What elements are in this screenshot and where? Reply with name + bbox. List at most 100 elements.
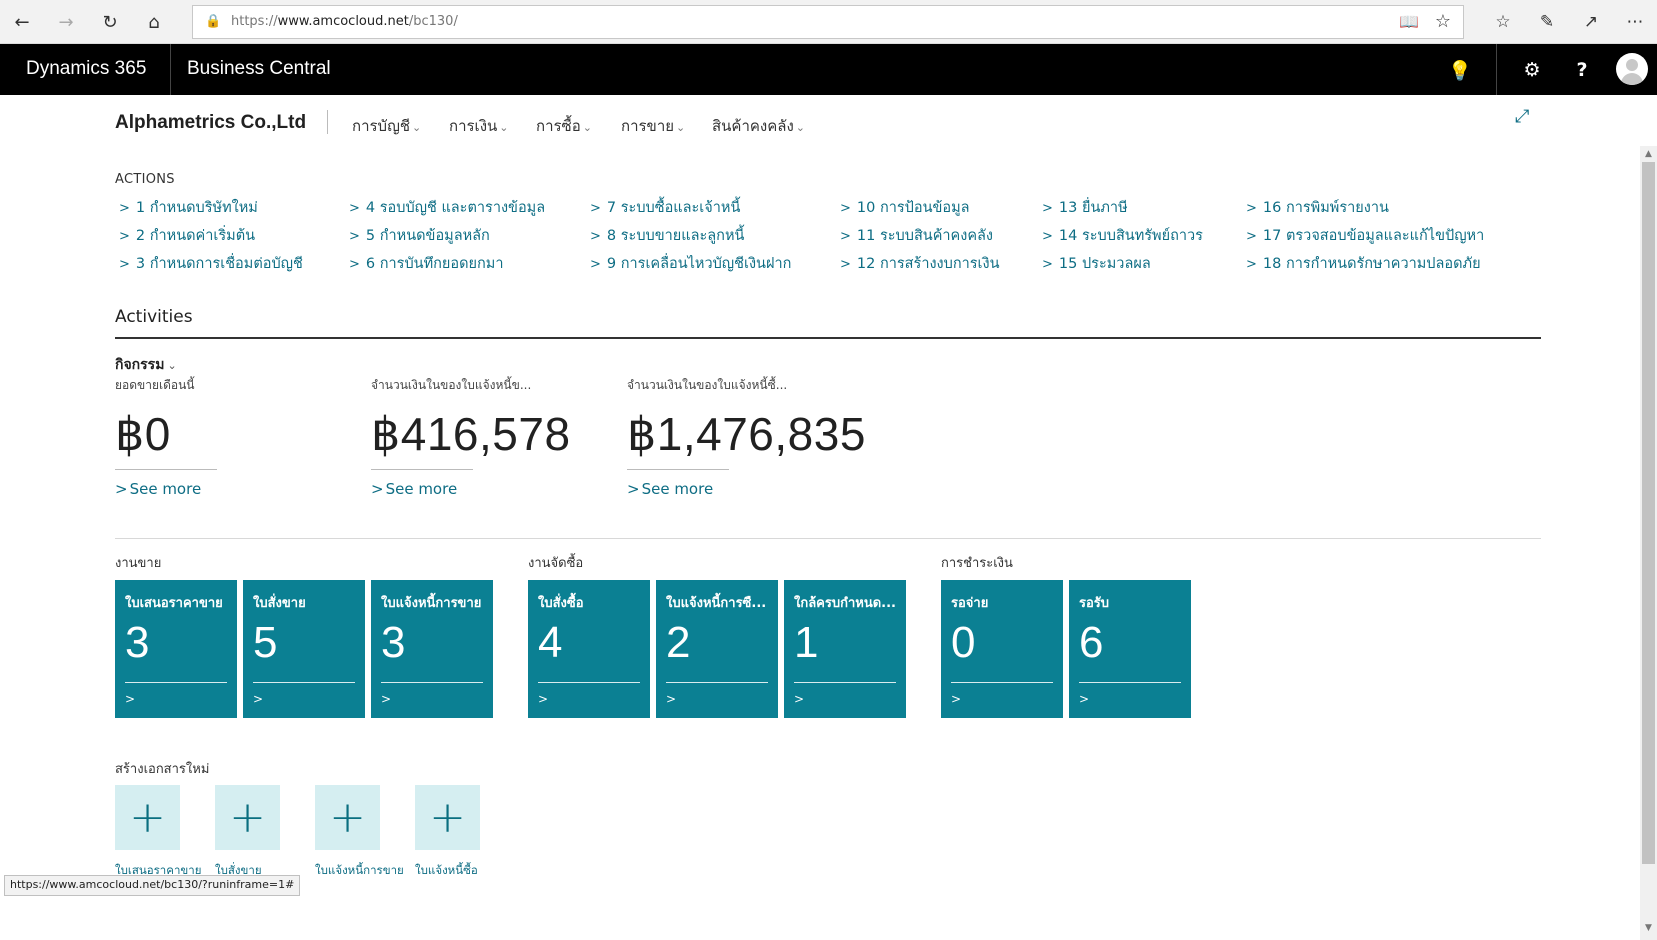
cue-value[interactable]: ฿416,578 <box>371 408 571 460</box>
pen-icon[interactable]: ✎ <box>1539 12 1555 32</box>
menu-sales[interactable]: การขาย ⌄ <box>621 114 685 138</box>
expand-icon[interactable]: ⤢ <box>1515 106 1530 127</box>
tile-sales-quotes[interactable]: ใบเสนอราคาขาย 3 > <box>115 580 237 718</box>
menu-finance[interactable]: การเงิน ⌄ <box>449 114 509 138</box>
chevron-right-icon: > <box>538 692 549 706</box>
cue-value[interactable]: ฿1,476,835 <box>627 408 866 460</box>
chevron-down-icon: ⌄ <box>582 121 592 134</box>
action-link[interactable]: >2 กำหนดค่าเริ่มต้น <box>119 224 255 247</box>
menu-purchase[interactable]: การซื้อ ⌄ <box>536 114 592 138</box>
new-sales-order-button[interactable]: + <box>215 785 280 850</box>
tile-sales-invoices[interactable]: ใบแจ้งหนี้การขาย 3 > <box>371 580 493 718</box>
lock-icon: 🔒 <box>205 14 222 29</box>
chevron-right-icon: > <box>1042 201 1053 216</box>
tile-near-due[interactable]: ใกล้ครบกำหนด... 1 > <box>784 580 906 718</box>
favorites-icon[interactable]: ☆ <box>1495 12 1511 32</box>
action-label: 7 ระบบซื้อและเจ้าหนี้ <box>606 200 741 216</box>
see-more-link[interactable]: > See more <box>115 480 355 498</box>
tile-divider <box>1079 682 1181 683</box>
menu-inventory[interactable]: สินค้าคงคลัง ⌄ <box>712 114 805 138</box>
action-link[interactable]: >17 ตรวจสอบข้อมูลและแก้ไขปัญหา <box>1246 224 1484 247</box>
activity-group-title[interactable]: กิจกรรม ⌄ <box>115 354 177 376</box>
action-link[interactable]: >14 ระบบสินทรัพย์ถาวร <box>1042 224 1203 247</box>
scroll-up-icon[interactable]: ▲ <box>1645 149 1652 159</box>
action-link[interactable]: >13 ยื่นภาษี <box>1042 196 1128 219</box>
chevron-right-icon: > <box>119 201 130 216</box>
new-purchase-invoice-button[interactable]: + <box>415 785 480 850</box>
back-arrow-icon[interactable]: ← <box>14 11 30 33</box>
tile-to-pay[interactable]: รอจ่าย 0 > <box>941 580 1063 718</box>
action-link[interactable]: >9 การเคลื่อนไหวบัญชีเงินฝาก <box>590 252 791 275</box>
header-divider <box>170 44 171 95</box>
new-sales-quote-button[interactable]: + <box>115 785 180 850</box>
action-link[interactable]: >1 กำหนดบริษัทใหม่ <box>119 196 258 219</box>
action-link[interactable]: >3 กำหนดการเชื่อมต่อบัญชี <box>119 252 303 275</box>
avatar-head <box>1626 59 1638 71</box>
action-link[interactable]: >5 กำหนดข้อมูลหลัก <box>349 224 490 247</box>
see-more-link[interactable]: > See more <box>627 480 867 498</box>
action-link[interactable]: >16 การพิมพ์รายงาน <box>1246 196 1389 219</box>
action-label: 13 ยื่นภาษี <box>1058 200 1128 216</box>
tile-label: ใกล้ครบกำหนด... <box>794 596 897 611</box>
brand-name[interactable]: Dynamics 365 <box>26 58 147 79</box>
tile-divider <box>666 682 768 683</box>
action-link[interactable]: >8 ระบบขายและลูกหนี้ <box>590 224 744 247</box>
more-icon[interactable]: ⋯ <box>1626 12 1644 32</box>
reading-view-icon[interactable]: 📖 <box>1399 12 1419 31</box>
tile-sales-orders[interactable]: ใบสั่งขาย 5 > <box>243 580 365 718</box>
refresh-icon[interactable]: ↻ <box>102 11 118 33</box>
lightbulb-icon[interactable]: 💡 <box>1448 59 1472 82</box>
menu-accounting[interactable]: การบัญชี ⌄ <box>352 114 421 138</box>
tile-label: ใบแจ้งหนี้การขาย <box>381 596 482 611</box>
action-link[interactable]: >18 การกำหนดรักษาความปลอดภัย <box>1246 252 1481 275</box>
action-link[interactable]: >11 ระบบสินค้าคงคลัง <box>840 224 993 247</box>
address-bar[interactable]: 🔒 https://www.amcocloud.net/bc130/ 📖 ☆ <box>192 5 1464 39</box>
share-icon[interactable]: ↗ <box>1583 12 1599 32</box>
new-sales-invoice-button[interactable]: + <box>315 785 380 850</box>
tile-divider <box>253 682 355 683</box>
action-link[interactable]: >6 การบันทึกยอดยกมา <box>349 252 504 275</box>
action-label: 17 ตรวจสอบข้อมูลและแก้ไขปัญหา <box>1262 228 1485 244</box>
scrollbar-thumb[interactable] <box>1642 162 1655 864</box>
action-label: 1 กำหนดบริษัทใหม่ <box>135 200 258 216</box>
tile-label: ใบสั่งขาย <box>253 596 306 611</box>
chevron-right-icon: > <box>840 257 851 272</box>
menu-label: การซื้อ <box>536 117 581 135</box>
tile-purchase-invoices[interactable]: ใบแจ้งหนี้การซื... 2 > <box>656 580 778 718</box>
product-name[interactable]: Business Central <box>187 58 331 79</box>
action-label: 12 การสร้างงบการเงิน <box>856 256 1000 272</box>
cue-value[interactable]: ฿0 <box>115 408 171 460</box>
tile-group-payments: การชำระเงิน <box>941 556 1013 571</box>
question-icon[interactable]: ? <box>1576 59 1588 81</box>
action-link[interactable]: >12 การสร้างงบการเงิน <box>840 252 999 275</box>
plus-icon: + <box>329 792 366 843</box>
tile-to-receive[interactable]: รอรับ 6 > <box>1069 580 1191 718</box>
new-doc-label[interactable]: ใบเสนอราคาขาย <box>115 863 202 877</box>
tile-divider <box>125 682 227 683</box>
action-link[interactable]: >15 ประมวลผล <box>1042 252 1151 275</box>
home-icon[interactable]: ⌂ <box>148 11 160 33</box>
group-label: กิจกรรม <box>115 357 165 373</box>
favorite-star-icon[interactable]: ☆ <box>1434 11 1451 32</box>
new-doc-label[interactable]: ใบแจ้งหนี้การขาย <box>315 863 404 877</box>
tile-value: 5 <box>253 618 278 667</box>
tile-purchase-orders[interactable]: ใบสั่งซื้อ 4 > <box>528 580 650 718</box>
action-label: 8 ระบบขายและลูกหนี้ <box>606 228 745 244</box>
new-doc-label[interactable]: ใบแจ้งหนี้ซื้อ <box>415 863 478 877</box>
scroll-down-icon[interactable]: ▼ <box>1645 923 1652 933</box>
new-documents-heading: สร้างเอกสารใหม่ <box>115 762 210 777</box>
new-doc-label[interactable]: ใบสั่งขาย <box>215 863 262 877</box>
action-link[interactable]: >4 รอบบัญชี และตารางข้อมูล <box>349 196 545 219</box>
action-link[interactable]: >7 ระบบซื้อและเจ้าหนี้ <box>590 196 740 219</box>
company-name[interactable]: Alphametrics Co.,Ltd <box>115 112 307 133</box>
action-link[interactable]: >10 การป้อนข้อมูล <box>840 196 970 219</box>
gear-icon[interactable]: ⚙ <box>1523 59 1541 81</box>
plus-icon: + <box>429 792 466 843</box>
forward-arrow-icon[interactable]: → <box>58 11 74 33</box>
action-label: 5 กำหนดข้อมูลหลัก <box>365 228 490 244</box>
menu-label: การบัญชี <box>352 117 411 135</box>
avatar[interactable] <box>1616 53 1648 85</box>
chevron-right-icon: > <box>1246 229 1257 244</box>
chevron-right-icon: > <box>1042 257 1053 272</box>
see-more-link[interactable]: > See more <box>371 480 611 498</box>
